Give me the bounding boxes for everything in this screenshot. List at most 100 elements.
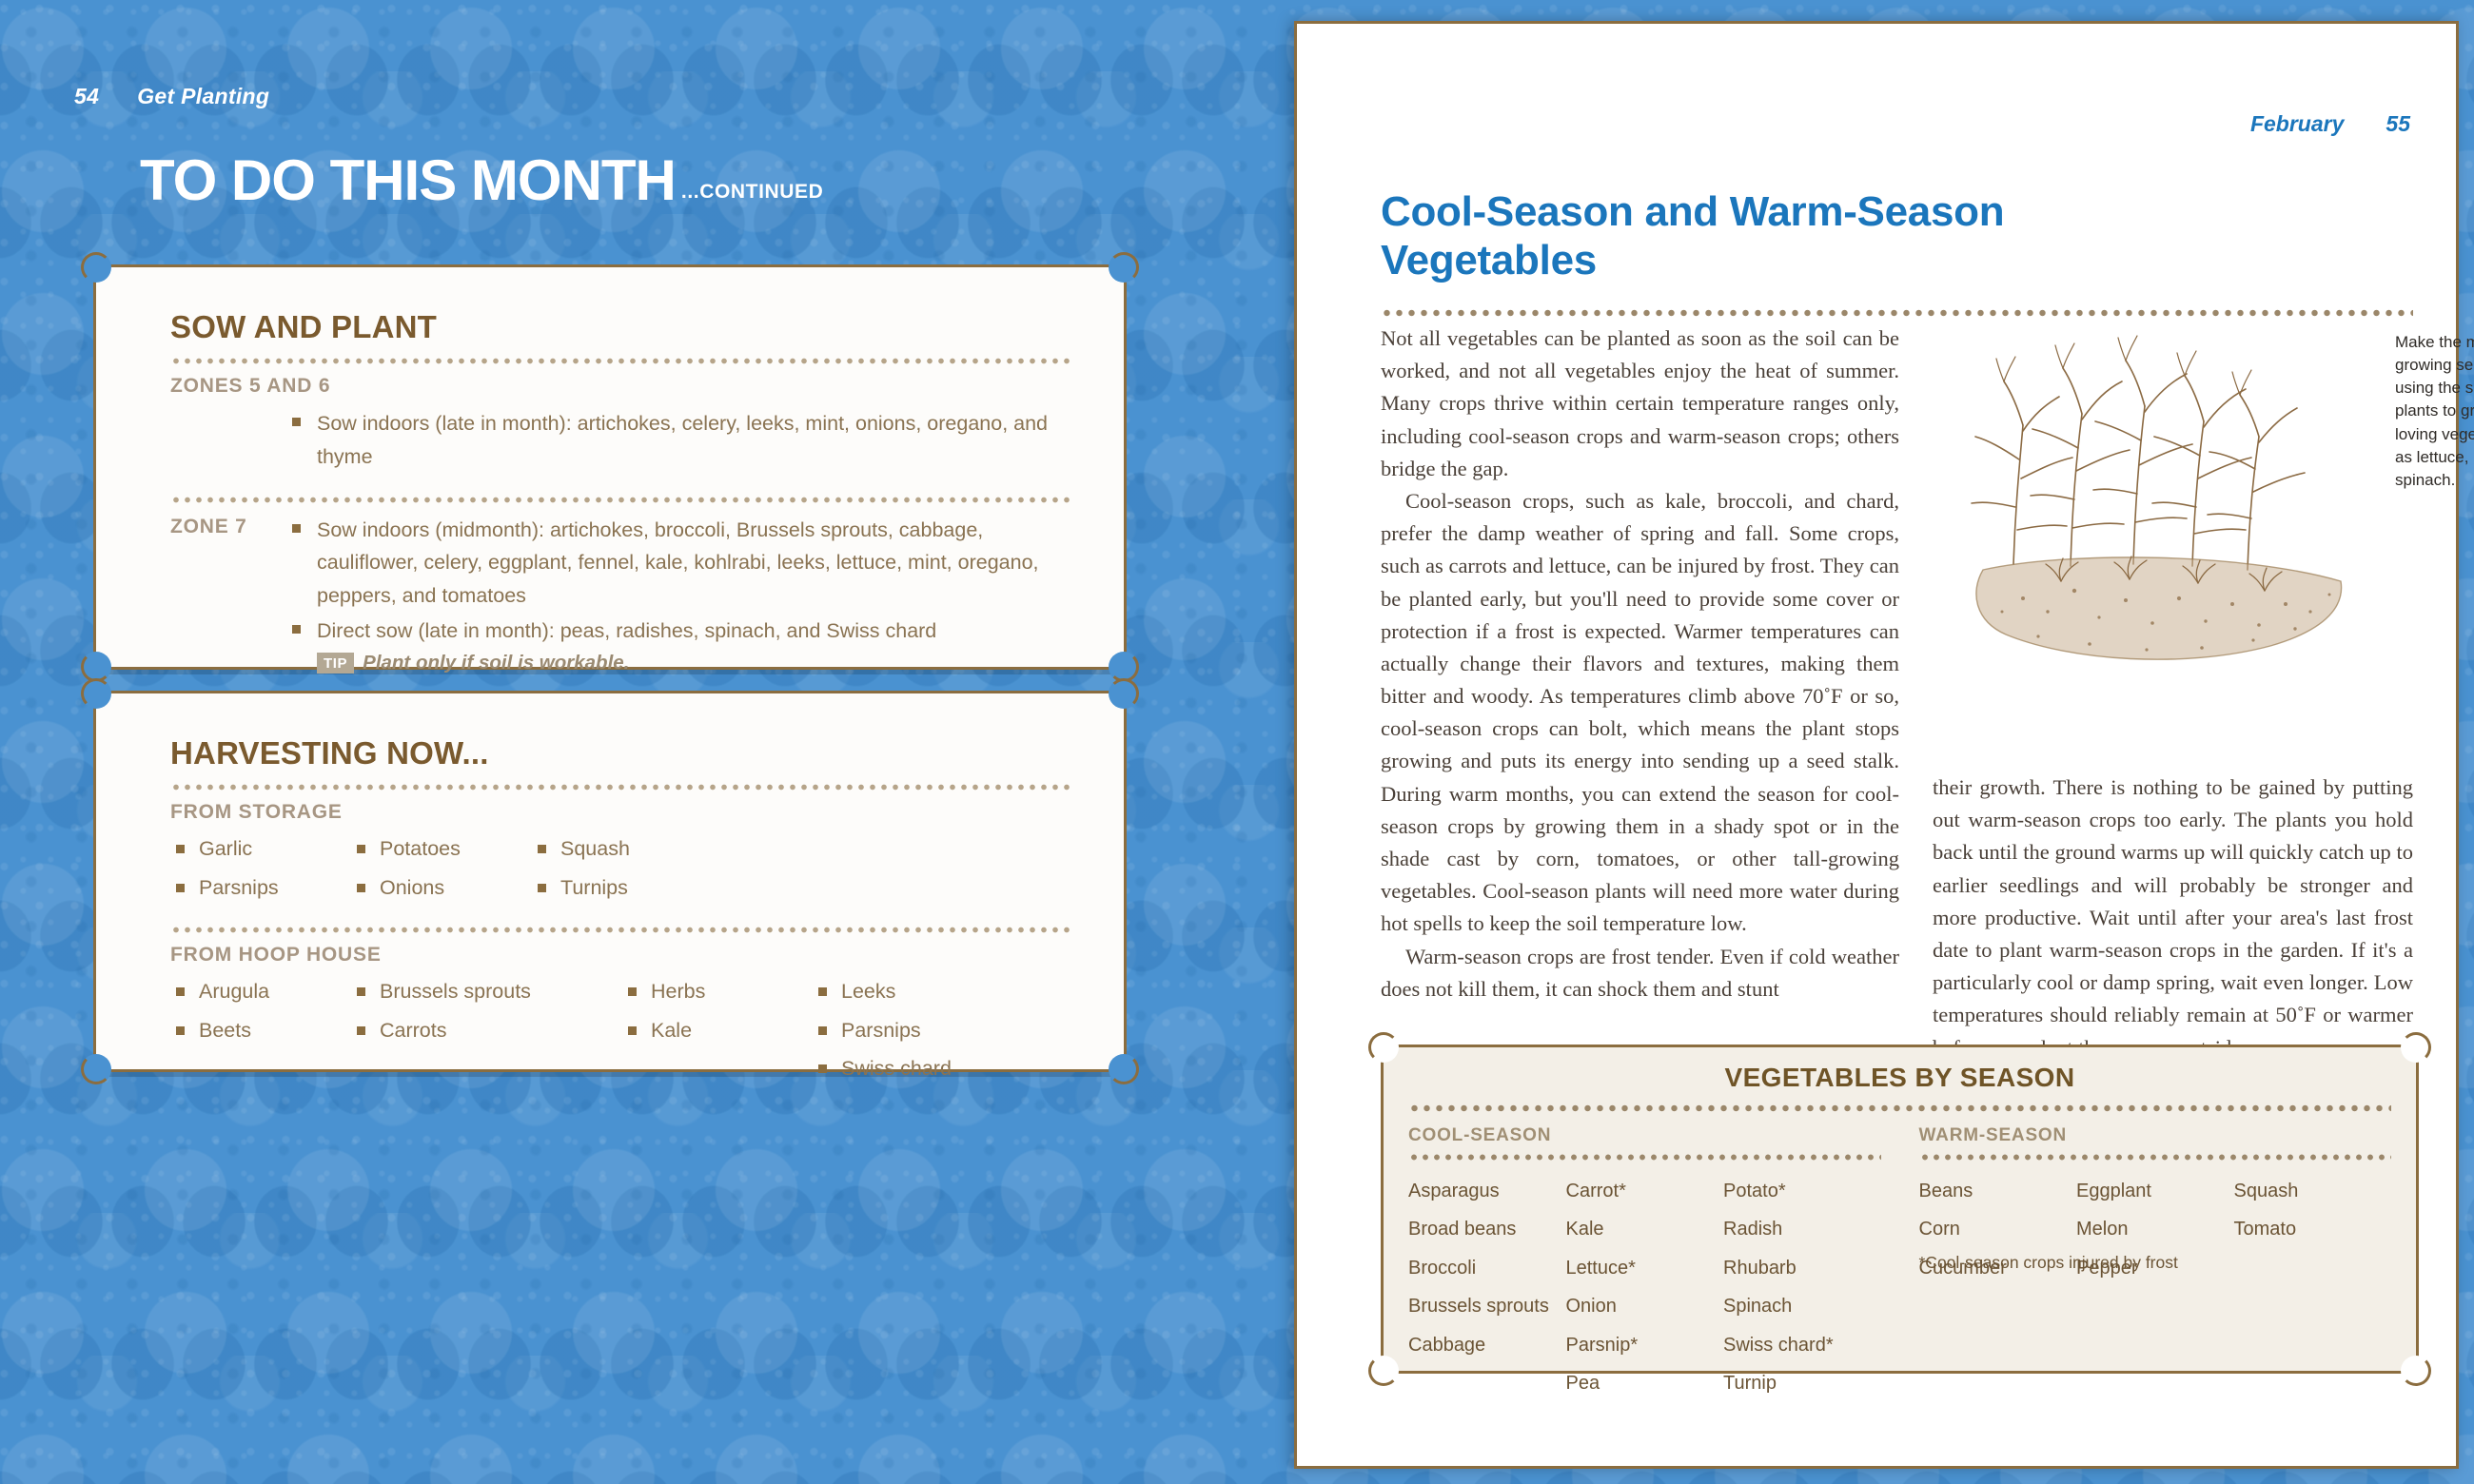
season-item: Cucumber [1918, 1257, 2007, 1279]
article-column-right: their growth. There is nothing to be gai… [1933, 771, 2413, 1064]
divider [1408, 1104, 2391, 1112]
tip-text: Plant only if soil is workable. [363, 651, 630, 674]
list-item: Turnips [532, 869, 713, 908]
divider [170, 784, 1070, 791]
season-column: Beans Corn Cucumber [1919, 1172, 2077, 1287]
page-title-continued: ...CONTINUED [680, 181, 824, 203]
season-item: Spinach [1723, 1296, 1793, 1318]
list-item: Parsnips [813, 1011, 1003, 1050]
list-item: Sow indoors (late in month): artichokes,… [285, 407, 1070, 474]
season-item: Broad beans [1408, 1219, 1517, 1240]
page-number: 55 [2386, 111, 2410, 136]
harvest-column: Brussels sprouts Carrots [351, 972, 622, 1089]
warm-season-half: WARM-SEASON Beans Corn Cucumber Eggplant Mel… [1918, 1125, 2392, 1402]
page-title-main: TO DO THIS MONTH [140, 148, 677, 212]
from-storage-columns: Garlic Parsnips Potatoes Onions Squash Turnip… [170, 830, 1070, 908]
list-item: Kale [622, 1011, 813, 1050]
right-folio: February 55 [2250, 111, 2410, 137]
season-table-title: VEGETABLES BY SEASON [1724, 1063, 2075, 1092]
season-item: Kale [1565, 1219, 1604, 1240]
paragraph: their growth. There is nothing to be gai… [1933, 775, 2413, 1060]
season-item: Carrot* [1565, 1181, 1626, 1201]
season-item: Tomato [2233, 1219, 2297, 1240]
season-item: Cabbage [1408, 1334, 1486, 1356]
season-item: Pepper [2076, 1257, 2138, 1279]
harvest-column: Garlic Parsnips [170, 830, 351, 908]
season-item: Brussels sprouts [1408, 1296, 1549, 1318]
season-item: Potato* [1723, 1181, 1786, 1201]
season-item: Rhubarb [1723, 1257, 1797, 1279]
list-item: Direct sow (late in month): peas, radish… [285, 615, 1070, 648]
left-folio: 54 Get Planting [74, 84, 269, 109]
season-column: Squash Tomato [2234, 1172, 2392, 1287]
season-item: Asparagus [1408, 1181, 1500, 1201]
sow-bullets-zone56: Sow indoors (late in month): artichokes,… [285, 407, 1070, 474]
season-item: Turnip [1723, 1372, 1777, 1394]
season-item: Melon [2076, 1219, 2129, 1240]
season-item: Broccoli [1408, 1257, 1477, 1279]
article-title: Cool-Season and Warm-Season Vegetables [1381, 188, 2005, 283]
season-item: Eggplant [2076, 1181, 2151, 1201]
season-column: Eggplant Melon Pepper [2076, 1172, 2234, 1287]
zone-label-1: ZONES 5 AND 6 [170, 375, 331, 397]
paragraph: Cool-season crops, such as kale, broccol… [1381, 488, 1899, 936]
season-item: Beans [1918, 1181, 1973, 1201]
paragraph: Not all vegetables can be planted as soo… [1381, 326, 1899, 480]
harvesting-now-card: HARVESTING NOW... FROM STORAGE Garlic Par… [81, 678, 1139, 1084]
from-hoop-house-columns: Arugula Beets Brussels sprouts Carrots Herbs… [170, 972, 1070, 1089]
list-item: Arugula [170, 972, 351, 1011]
frost-footnote: *Cool-season crops injured by frost [1918, 1253, 2178, 1273]
list-item: Brussels sprouts [351, 972, 622, 1011]
harvest-section-label-hoop: FROM HOOP HOUSE [170, 943, 382, 966]
tip-line: TIP Plant only if soil is workable. [317, 652, 1070, 674]
list-item: Garlic [170, 830, 351, 869]
season-item: Onion [1565, 1296, 1617, 1318]
left-page: 54 Get Planting TO DO THIS MONTH ...CONT… [0, 0, 1280, 1484]
harvest-section-label-storage: FROM STORAGE [170, 801, 343, 823]
list-item: Beets [170, 1011, 351, 1050]
season-item: Swiss chard* [1723, 1334, 1834, 1356]
list-item: Squash [532, 830, 713, 869]
page-number: 54 [74, 84, 100, 108]
divider [1408, 1154, 1881, 1161]
season-column: Carrot* Kale Lettuce* Onion Parsnip* Pea [1566, 1172, 1724, 1402]
page-title: TO DO THIS MONTH ...CONTINUED [140, 152, 823, 209]
season-item: Pea [1565, 1372, 1600, 1394]
cool-season-label: COOL-SEASON [1408, 1125, 1552, 1145]
zone-label-2: ZONE 7 [170, 515, 247, 537]
season-item: Lettuce* [1565, 1257, 1636, 1279]
month-label: February [2249, 111, 2345, 136]
list-item: Sow indoors (midmonth): artichokes, broc… [285, 514, 1070, 613]
season-item: Corn [1918, 1219, 1960, 1240]
section-title: Get Planting [137, 84, 270, 108]
sow-and-plant-card: SOW AND PLANT ZONES 5 AND 6 Sow indoors … [81, 252, 1139, 682]
list-item: Herbs [622, 972, 813, 1011]
list-item: Onions [351, 869, 532, 908]
tip-badge: TIP [317, 652, 355, 674]
harvest-column: Herbs Kale [622, 972, 813, 1089]
illustration-caption: Make the most of the growing seasons by … [2395, 333, 2474, 489]
list-item: Swiss chard [813, 1049, 1003, 1088]
divider [1381, 309, 2413, 317]
article-column-left: Not all vegetables can be planted as soo… [1381, 322, 1899, 1006]
harvest-column: Squash Turnips [532, 830, 713, 908]
divider [170, 926, 1070, 933]
season-item: Parsnip* [1565, 1334, 1639, 1356]
vegetables-by-season-table: VEGETABLES BY SEASON COOL-SEASON Asparag… [1368, 1032, 2431, 1394]
season-column: Asparagus Broad beans Broccoli Brussels spr… [1408, 1172, 1566, 1402]
warm-season-label: WARM-SEASON [1918, 1125, 2068, 1145]
cool-season-half: COOL-SEASON Asparagus Broad beans Broccoli… [1408, 1125, 1881, 1402]
list-item: Carrots [351, 1011, 622, 1050]
sow-card-title: SOW AND PLANT [170, 309, 438, 344]
corn-garden-illustration [1956, 326, 2375, 707]
harvest-column: Potatoes Onions [351, 830, 532, 908]
divider [170, 496, 1070, 503]
harvest-card-title: HARVESTING NOW... [170, 735, 489, 771]
right-page: February 55 Cool-Season and Warm-Season … [1294, 21, 2474, 1469]
list-item: Potatoes [351, 830, 532, 869]
list-item: Parsnips [170, 869, 351, 908]
season-item: Radish [1723, 1219, 1783, 1240]
list-item: Leeks [813, 972, 1003, 1011]
sow-bullets-zone7: Sow indoors (midmonth): artichokes, broc… [285, 514, 1070, 648]
harvest-column: Leeks Parsnips Swiss chard [813, 972, 1003, 1089]
